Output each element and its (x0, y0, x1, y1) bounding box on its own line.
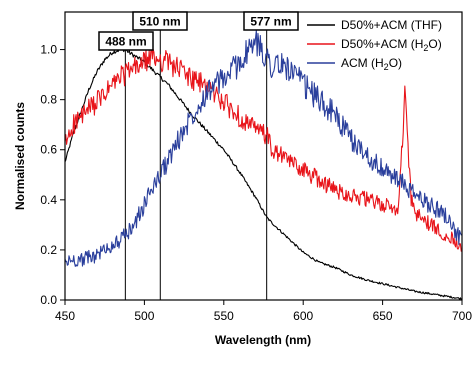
y-tick-label: 1.0 (40, 43, 57, 57)
x-tick-label: 450 (55, 309, 75, 323)
y-tick-label: 0.4 (40, 193, 57, 207)
x-tick-label: 600 (293, 309, 313, 323)
y-tick-label: 0.2 (40, 243, 57, 257)
x-tick-label: 700 (452, 309, 472, 323)
x-axis-ticks: 450 500 550 600 650 700 (55, 300, 472, 323)
y-tick-label: 0.6 (40, 143, 57, 157)
legend-label: D50%+ACM (H2O) (341, 37, 442, 53)
annotation-labels: 488 nm 510 nm 577 nm (98, 11, 299, 51)
legend-label: D50%+ACM (THF) (341, 18, 442, 32)
x-axis-label: Wavelength (nm) (215, 333, 311, 347)
annotation-lines (124, 30, 268, 300)
y-tick-label: 0.8 (40, 93, 57, 107)
series-line-2 (64, 29, 463, 267)
series-line-1 (64, 45, 463, 252)
y-tick-label: 0.0 (40, 293, 57, 307)
y-axis-ticks: 0.0 0.2 0.4 0.6 0.8 1.0 (40, 43, 65, 307)
annotation-label: 488 nm (105, 35, 146, 49)
x-tick-label: 650 (373, 309, 393, 323)
y-axis-label: Normalised counts (13, 102, 27, 210)
x-tick-label: 500 (134, 309, 154, 323)
legend-label: ACM (H2O) (341, 56, 402, 72)
annotation-label: 577 nm (250, 15, 291, 29)
legend: D50%+ACM (THF) D50%+ACM (H2O) ACM (H2O) (307, 18, 442, 72)
annotation-box (132, 11, 188, 31)
annotation-label: 510 nm (139, 15, 180, 29)
annotation-box (98, 31, 154, 51)
x-tick-label: 550 (214, 309, 234, 323)
annotation-box (243, 11, 299, 31)
series-line-0 (64, 47, 463, 301)
series-lines (64, 29, 463, 301)
plot-frame (64, 11, 463, 301)
